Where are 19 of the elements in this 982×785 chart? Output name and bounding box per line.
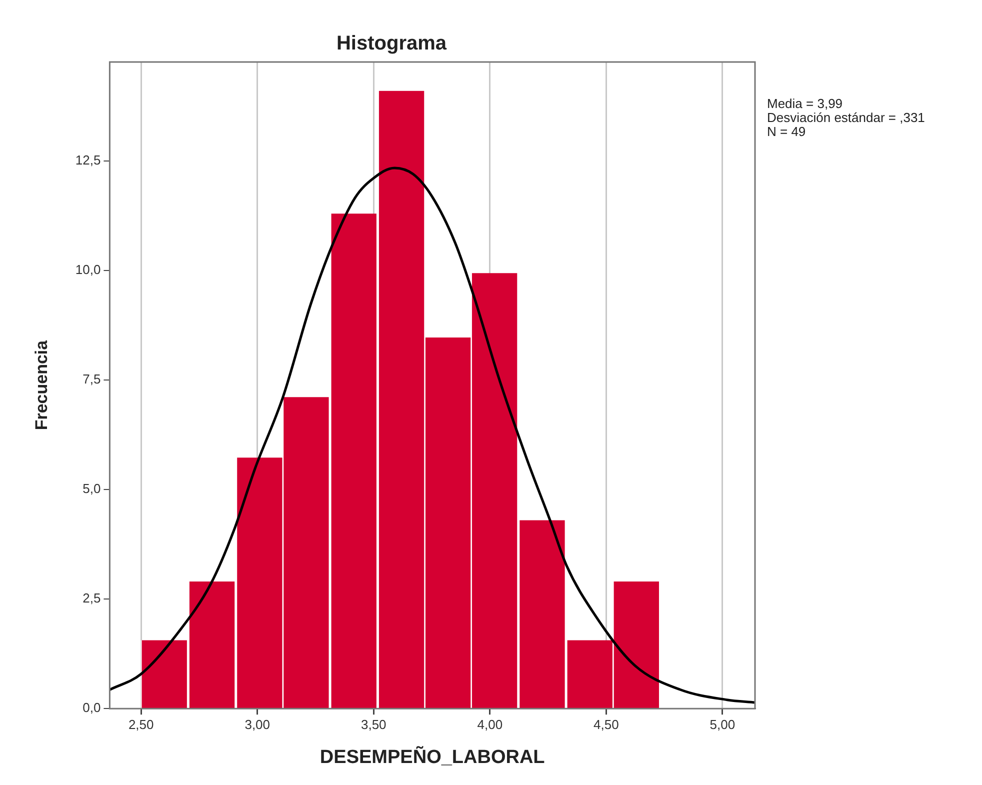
x-tick-label: 4,00 <box>477 716 503 732</box>
x-tick-label: 5,00 <box>710 716 736 732</box>
y-tick-label: 7,5 <box>82 372 101 387</box>
x-tick-label: 3,50 <box>360 716 386 732</box>
x-tick-label: 4,50 <box>594 716 619 732</box>
text: N = 49 <box>767 124 806 140</box>
y-tick-label: 5,0 <box>82 481 101 496</box>
chart-title: Histograma <box>336 32 448 55</box>
x-tick-label: 2,50 <box>128 716 154 732</box>
x-tick-label: 3,00 <box>244 716 270 732</box>
y-tick-label: 12,5 <box>75 152 101 168</box>
text: Media = 3,99 <box>767 96 843 112</box>
y-tick-label: 2,5 <box>82 590 101 606</box>
y-axis-title: Frecuencia <box>32 340 51 430</box>
text: Desviación estándar = ,331 <box>767 110 925 126</box>
y-tick-label: 10,0 <box>75 262 101 278</box>
x-axis-title: DESEMPEÑO_LABORAL <box>320 746 546 768</box>
y-tick-label: 0,0 <box>82 700 101 716</box>
line-series <box>110 166 755 704</box>
